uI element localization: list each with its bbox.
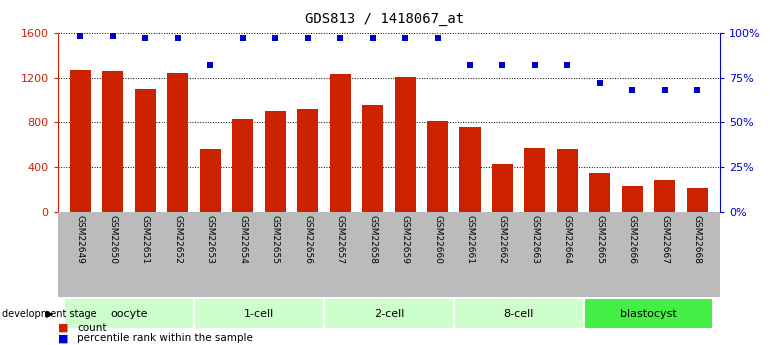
Bar <box>135 89 156 212</box>
Text: GSM22661: GSM22661 <box>466 215 474 264</box>
Point <box>561 62 574 68</box>
Point <box>269 36 281 41</box>
Point <box>658 87 671 93</box>
Bar <box>524 148 545 212</box>
Text: GSM22666: GSM22666 <box>628 215 637 264</box>
Text: GSM22655: GSM22655 <box>271 215 280 264</box>
Point <box>691 87 703 93</box>
Point <box>236 36 249 41</box>
Bar <box>297 109 318 212</box>
Text: 1-cell: 1-cell <box>244 309 274 319</box>
Point <box>75 33 87 39</box>
Bar <box>265 111 286 212</box>
Point <box>139 36 152 41</box>
Point <box>399 36 411 41</box>
Text: GSM22656: GSM22656 <box>303 215 312 264</box>
Text: ■: ■ <box>58 323 69 333</box>
Bar <box>427 121 448 212</box>
Bar <box>194 298 324 329</box>
Text: GSM22652: GSM22652 <box>173 215 182 264</box>
Bar <box>64 298 194 329</box>
Bar <box>460 127 480 212</box>
Text: GSM22657: GSM22657 <box>336 215 345 264</box>
Point <box>204 62 216 68</box>
Bar <box>324 298 454 329</box>
Text: development stage: development stage <box>2 309 96 319</box>
Bar <box>199 149 221 212</box>
Text: GSM22651: GSM22651 <box>141 215 150 264</box>
Bar <box>687 188 708 212</box>
Text: 2-cell: 2-cell <box>373 309 404 319</box>
Point <box>431 36 444 41</box>
Point <box>594 80 606 86</box>
Text: GDS813 / 1418067_at: GDS813 / 1418067_at <box>306 12 464 26</box>
Text: GSM22663: GSM22663 <box>531 215 540 264</box>
Text: percentile rank within the sample: percentile rank within the sample <box>77 333 253 343</box>
Point <box>107 33 119 39</box>
Bar <box>330 74 350 212</box>
Text: GSM22668: GSM22668 <box>693 215 701 264</box>
Bar <box>584 298 714 329</box>
Text: ■: ■ <box>58 333 69 343</box>
Text: GSM22654: GSM22654 <box>238 215 247 264</box>
Point <box>464 62 476 68</box>
Bar <box>454 298 584 329</box>
Bar <box>557 149 578 212</box>
Point <box>302 36 314 41</box>
Bar <box>589 173 611 212</box>
Bar <box>70 70 91 212</box>
Bar <box>167 73 189 212</box>
Bar <box>654 180 675 212</box>
Text: blastocyst: blastocyst <box>620 309 677 319</box>
Text: GSM22659: GSM22659 <box>400 215 410 264</box>
Text: GSM22662: GSM22662 <box>498 215 507 264</box>
Text: GSM22667: GSM22667 <box>660 215 669 264</box>
Point <box>367 36 379 41</box>
Bar <box>102 71 123 212</box>
Point <box>334 36 346 41</box>
Bar <box>362 105 383 212</box>
Bar <box>394 77 416 212</box>
Bar <box>233 119 253 212</box>
Text: GSM22664: GSM22664 <box>563 215 572 264</box>
Text: GSM22658: GSM22658 <box>368 215 377 264</box>
Text: oocyte: oocyte <box>110 309 148 319</box>
Text: 8-cell: 8-cell <box>504 309 534 319</box>
Text: GSM22665: GSM22665 <box>595 215 604 264</box>
Text: GSM22650: GSM22650 <box>109 215 118 264</box>
Bar <box>621 186 643 212</box>
Text: ▶: ▶ <box>46 309 54 319</box>
Bar <box>492 164 513 212</box>
Point <box>497 62 509 68</box>
Text: GSM22649: GSM22649 <box>76 215 85 264</box>
Point <box>172 36 184 41</box>
Text: count: count <box>77 323 106 333</box>
Point <box>626 87 638 93</box>
Point <box>529 62 541 68</box>
Text: GSM22660: GSM22660 <box>433 215 442 264</box>
Text: GSM22653: GSM22653 <box>206 215 215 264</box>
